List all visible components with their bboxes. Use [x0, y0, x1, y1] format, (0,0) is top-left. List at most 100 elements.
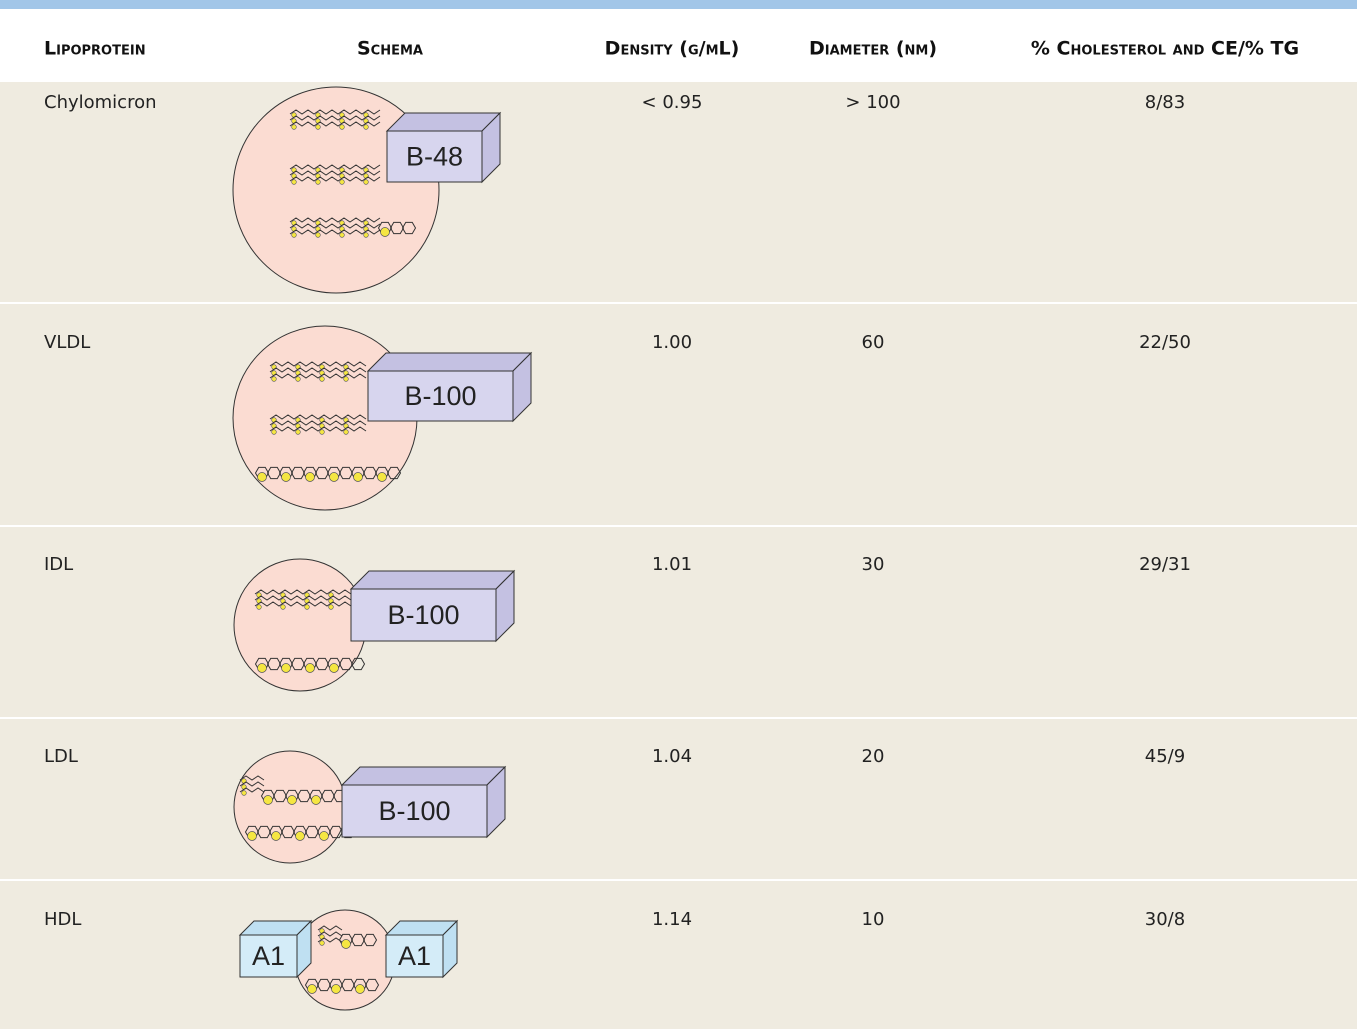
cholesterol-tg-ratio: 22/50	[1139, 332, 1191, 353]
glycerol-dot	[271, 376, 277, 382]
sterol-ring	[362, 466, 378, 480]
apoprotein-label: A1	[252, 941, 285, 971]
row-background	[0, 82, 1357, 302]
diameter: 60	[862, 332, 885, 353]
lipoprotein-name: VLDL	[44, 332, 90, 353]
ester-dot	[377, 472, 387, 482]
glycerol-dot	[339, 232, 345, 238]
sterol-ring	[338, 657, 354, 671]
fatty-acid	[269, 426, 367, 432]
particle	[233, 750, 347, 864]
fatty-acid	[317, 937, 343, 943]
sterol-ring	[316, 978, 332, 992]
box-top	[385, 112, 502, 132]
sterol-ring	[401, 221, 417, 235]
top-bar	[0, 0, 1357, 9]
box-top	[340, 766, 507, 786]
glycerol-dot	[343, 376, 349, 382]
density: 1.00	[652, 332, 692, 353]
fatty-acid	[289, 164, 381, 170]
header-cell: Diameter (nm)	[809, 38, 937, 60]
row-background	[0, 881, 1357, 1029]
ester-dot	[295, 831, 305, 841]
box-top	[366, 352, 533, 372]
glycerol-dot	[315, 124, 321, 130]
density: 1.01	[652, 554, 692, 575]
fatty-acid	[289, 115, 381, 121]
glycerol-dot	[339, 124, 345, 130]
sterol-ring	[314, 657, 330, 671]
density: 1.14	[652, 909, 692, 930]
particle	[233, 558, 367, 692]
fatty-acid	[269, 367, 367, 373]
sterol-ring	[386, 466, 402, 480]
fatty-acid	[269, 420, 367, 426]
fatty-acid	[269, 414, 367, 420]
ester-dot	[287, 795, 297, 805]
row-background	[0, 527, 1357, 717]
box-front	[239, 934, 298, 978]
ester-dot	[263, 795, 273, 805]
density: < 0.95	[642, 92, 703, 113]
apoprotein-label: B-100	[378, 796, 450, 826]
diameter: 10	[862, 909, 885, 930]
ester-dot	[305, 663, 315, 673]
ester-dot	[331, 984, 341, 994]
glycerol-dot	[339, 179, 345, 185]
box-top	[349, 570, 516, 590]
sterol-ring	[338, 466, 354, 480]
fatty-acid	[254, 601, 352, 607]
glycerol-dot	[295, 376, 301, 382]
fatty-acid	[239, 781, 265, 787]
diameter: 20	[862, 746, 885, 767]
sterol-ring	[266, 657, 282, 671]
diameter: 30	[862, 554, 885, 575]
fatty-acid	[289, 170, 381, 176]
ester-dot	[355, 984, 365, 994]
cholesterol-tg-ratio: 45/9	[1145, 746, 1185, 767]
fatty-acid	[289, 217, 381, 223]
glycerol-dot	[304, 604, 310, 610]
fatty-acid	[254, 589, 352, 595]
glycerol-dot	[319, 376, 325, 382]
sterol-ring	[256, 825, 272, 839]
sterol-ring	[389, 221, 405, 235]
glycerol-dot	[319, 940, 325, 946]
ester-dot	[257, 663, 267, 673]
ester-dot	[341, 939, 351, 949]
row-background	[0, 304, 1357, 525]
header-cell: Density (g/mL)	[605, 38, 740, 60]
sterol-ring	[364, 978, 380, 992]
apoprotein-label: A1	[398, 941, 431, 971]
glycerol-dot	[280, 604, 286, 610]
box-front	[386, 130, 483, 183]
glycerol-dot	[315, 179, 321, 185]
box-front	[367, 370, 514, 422]
header-cell: Lipoprotein	[44, 38, 146, 60]
glycerol-dot	[241, 790, 247, 796]
sterol-ring	[340, 978, 356, 992]
fatty-acid	[317, 931, 343, 937]
sterol-ring	[350, 933, 366, 947]
fatty-acid	[254, 595, 352, 601]
ester-dot	[329, 472, 339, 482]
glycerol-dot	[363, 124, 369, 130]
ester-dot	[311, 795, 321, 805]
sterol-ring	[304, 825, 320, 839]
fatty-acid	[239, 787, 265, 793]
glycerol-dot	[295, 429, 301, 435]
apoprotein-label: B-100	[404, 381, 476, 411]
ester-dot	[353, 472, 363, 482]
lipoprotein-name: LDL	[44, 746, 78, 767]
sterol-ring	[350, 657, 366, 671]
ester-dot	[380, 227, 390, 237]
glycerol-dot	[328, 604, 334, 610]
fatty-acid	[239, 775, 265, 781]
glycerol-dot	[291, 179, 297, 185]
fatty-acid	[289, 223, 381, 229]
cholesterol-tg-ratio: 30/8	[1145, 909, 1185, 930]
glycerol-dot	[291, 124, 297, 130]
